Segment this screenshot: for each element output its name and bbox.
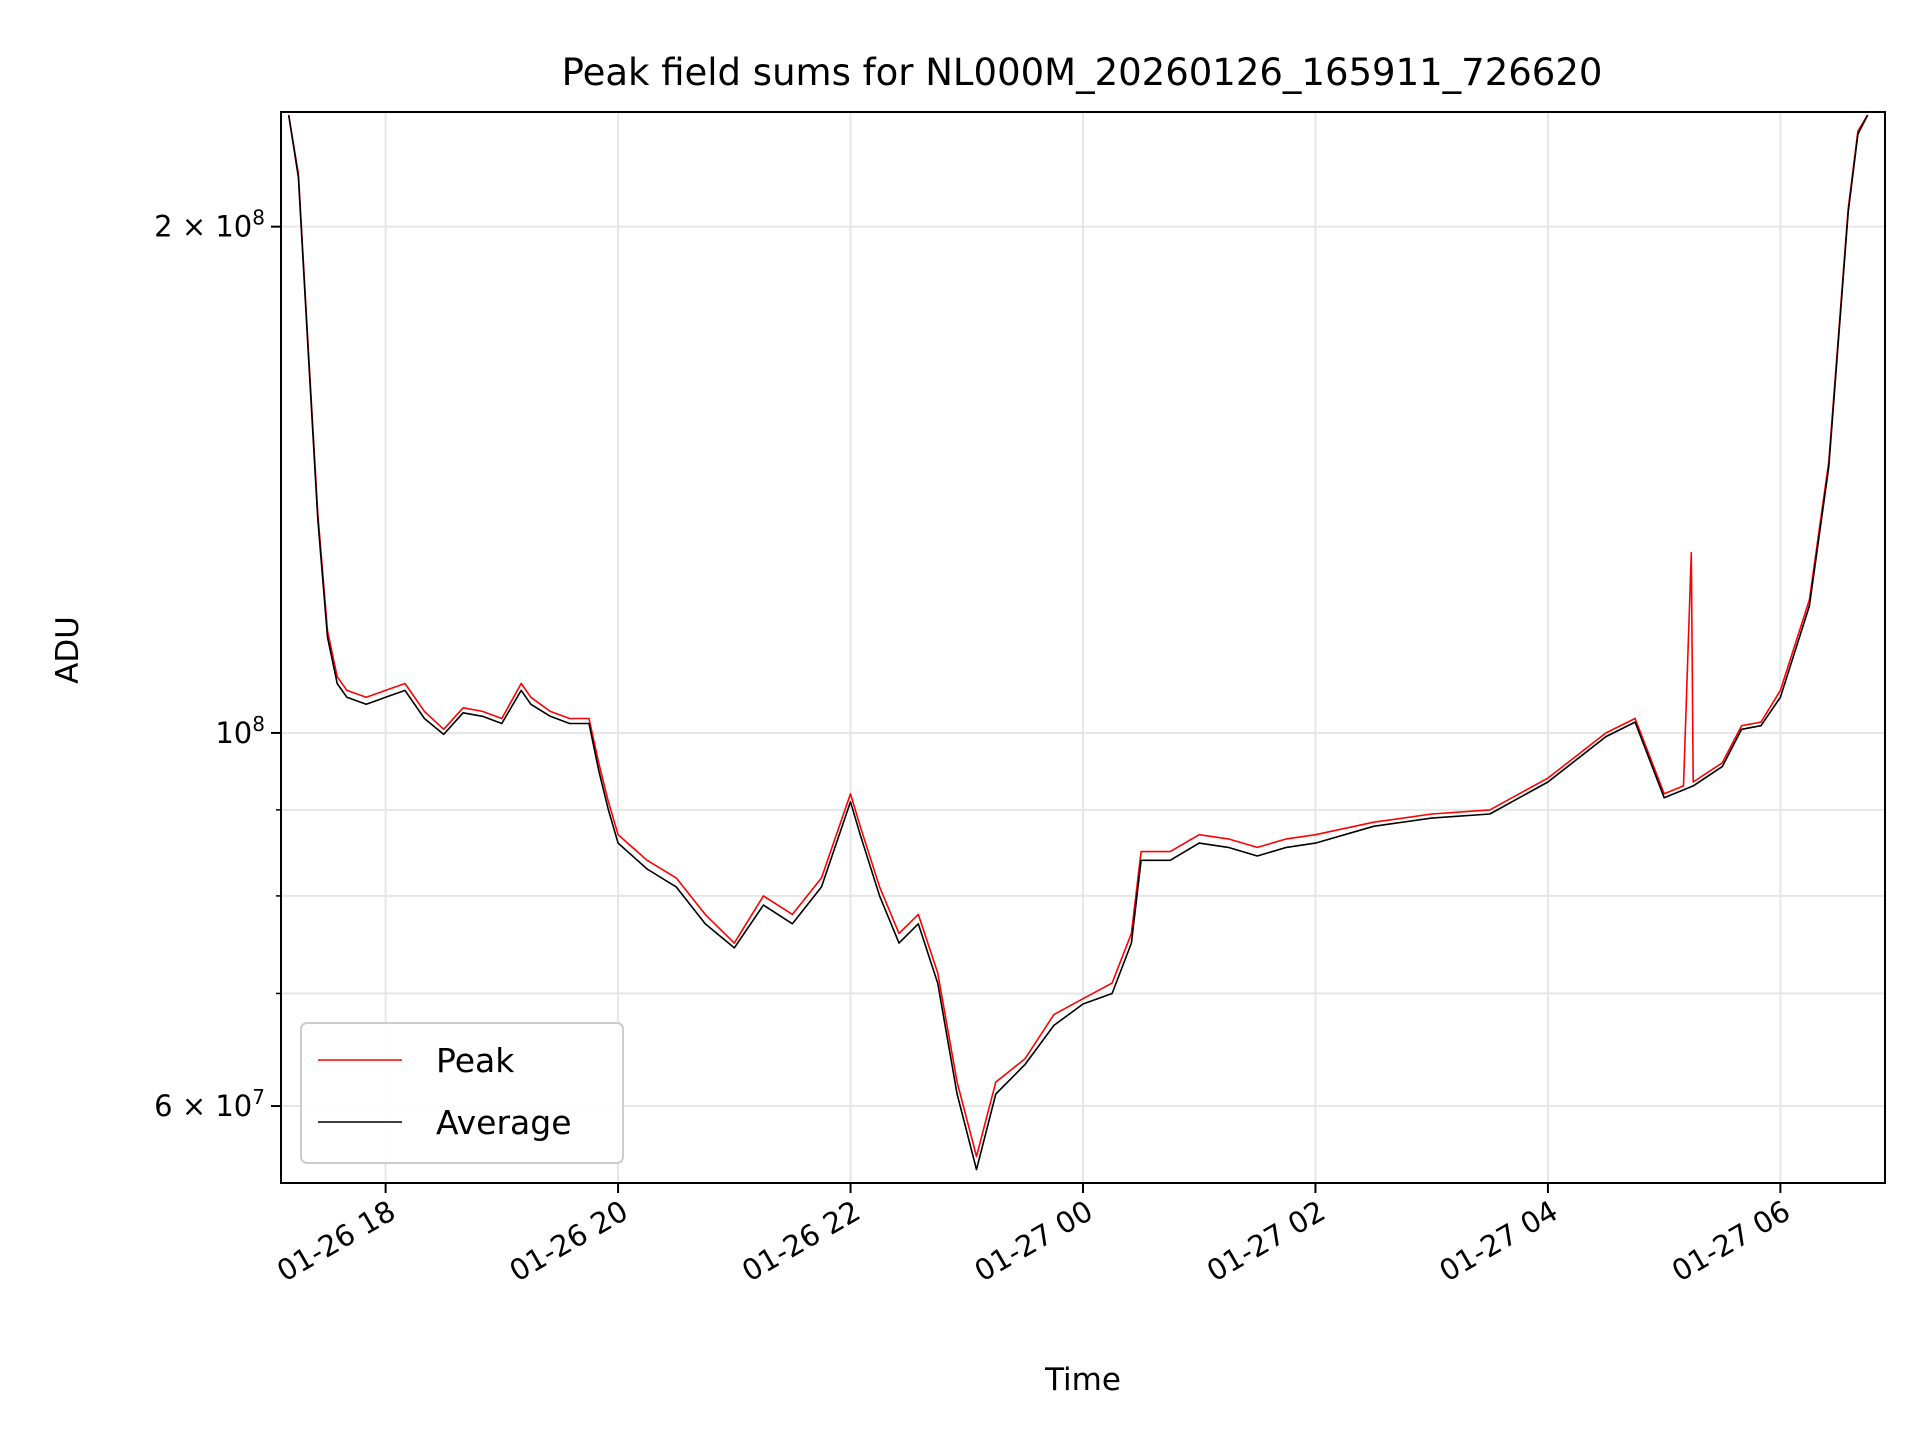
y-tick-label: 6 × 107 xyxy=(154,1085,265,1123)
y-axis: 6 × 107 108 2 × 108 xyxy=(154,206,281,1123)
legend-label-average: Average xyxy=(436,1103,572,1142)
series-line-average xyxy=(287,114,1869,1171)
legend-label-peak: Peak xyxy=(436,1041,515,1080)
legend: Peak Average xyxy=(300,1022,624,1164)
y-tick-label: 108 xyxy=(215,712,265,750)
chart-title: Peak field sums for NL000M_20260126_1659… xyxy=(562,51,1603,94)
y-tick-label: 2 × 108 xyxy=(154,206,265,244)
y-axis-label: ADU xyxy=(50,616,86,684)
x-axis-label: Time xyxy=(1044,1362,1121,1398)
series-layer xyxy=(287,114,1869,1171)
gridlines xyxy=(281,112,1885,1183)
legend-box xyxy=(300,1022,624,1164)
series-line-peak xyxy=(287,114,1869,1158)
